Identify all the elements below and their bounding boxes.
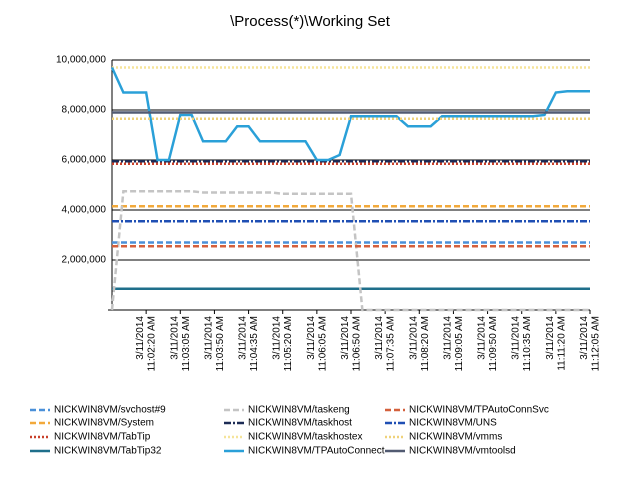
x-tick-label: 3/11/201411:09:50 AM bbox=[476, 316, 499, 372]
x-tick-label: 3/11/201411:06:05 AM bbox=[305, 316, 328, 372]
x-tick-label: 3/11/201411:11:20 AM bbox=[544, 316, 567, 371]
series-line bbox=[110, 66, 590, 162]
x-tick-label: 3/11/201411:07:35 AM bbox=[374, 316, 397, 372]
y-tick-label: 8,000,000 bbox=[62, 105, 107, 116]
x-tick-label: 3/11/201411:09:05 AM bbox=[442, 316, 465, 372]
legend-label: NICKWIN8VM/taskhost bbox=[248, 418, 352, 429]
legend-label: NICKWIN8VM/TPAutoConnSvc bbox=[409, 405, 549, 416]
x-tick-label: 3/11/201411:03:50 AM bbox=[203, 316, 226, 372]
legend-label: NICKWIN8VM/UNS bbox=[409, 418, 497, 429]
x-tick-label: 3/11/201411:06:50 AM bbox=[340, 316, 363, 372]
y-tick-label: 4,000,000 bbox=[62, 205, 107, 216]
legend-label: NICKWIN8VM/TPAutoConnect bbox=[248, 446, 385, 457]
x-tick-label: 3/11/201411:05:20 AM bbox=[271, 316, 294, 372]
x-tick-label: 3/11/201411:02:20 AM bbox=[135, 316, 158, 372]
series-line bbox=[110, 190, 590, 312]
x-tick-label: 3/11/201411:08:20 AM bbox=[408, 316, 431, 372]
legend-label: NICKWIN8VM/taskhostex bbox=[248, 432, 362, 443]
chart-title: \Process(*)\Working Set bbox=[230, 13, 391, 30]
legend-label: NICKWIN8VM/System bbox=[54, 418, 154, 429]
x-tick-label: 3/11/201411:12:05 AM bbox=[579, 316, 602, 372]
x-tick-label: 3/11/201411:03:05 AM bbox=[169, 316, 192, 372]
legend-label: NICKWIN8VM/svchost#9 bbox=[54, 405, 166, 416]
legend-label: NICKWIN8VM/taskeng bbox=[248, 405, 350, 416]
legend-label: NICKWIN8VM/vmtoolsd bbox=[409, 446, 516, 457]
legend-label: NICKWIN8VM/TabTip bbox=[54, 432, 151, 443]
y-tick-label: 2,000,000 bbox=[62, 255, 107, 266]
legend-label: NICKWIN8VM/vmms bbox=[409, 432, 502, 443]
legend-label: NICKWIN8VM/TabTip32 bbox=[54, 446, 162, 457]
x-tick-label: 3/11/201411:04:35 AM bbox=[237, 316, 259, 372]
y-tick-label: 10,000,000 bbox=[56, 55, 106, 66]
y-tick-label: 6,000,000 bbox=[62, 155, 107, 166]
x-tick-label: 3/11/201411:10:35 AM bbox=[510, 316, 533, 372]
